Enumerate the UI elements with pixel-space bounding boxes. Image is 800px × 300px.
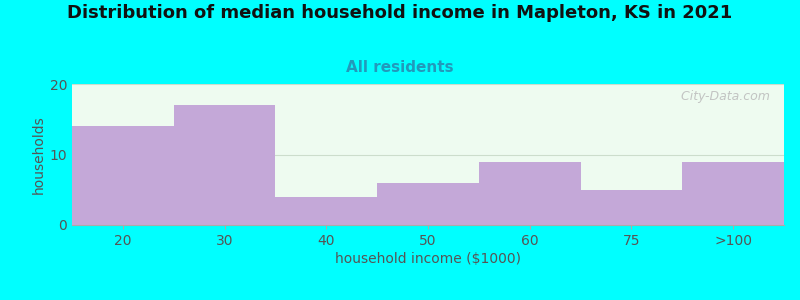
Bar <box>377 183 479 225</box>
Text: City-Data.com: City-Data.com <box>673 90 770 103</box>
Text: All residents: All residents <box>346 60 454 75</box>
Bar <box>581 190 682 225</box>
Bar <box>275 197 377 225</box>
Bar <box>682 161 784 225</box>
Bar <box>174 105 275 225</box>
Bar <box>72 126 174 225</box>
Y-axis label: households: households <box>31 115 46 194</box>
Text: Distribution of median household income in Mapleton, KS in 2021: Distribution of median household income … <box>67 4 733 22</box>
X-axis label: household income ($1000): household income ($1000) <box>335 252 521 266</box>
Bar <box>479 161 581 225</box>
